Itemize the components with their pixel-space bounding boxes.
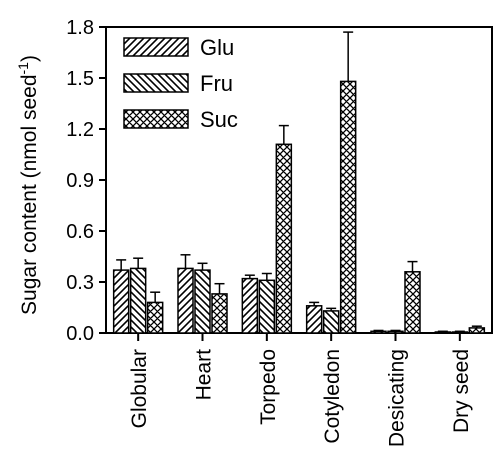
bar-glu	[370, 330, 387, 334]
legend: Glu Fru Suc	[123, 35, 238, 132]
y-tick-label: 1.2	[66, 119, 94, 141]
x-category-label: Dry seed	[450, 349, 473, 433]
x-category-label: Desicating	[386, 349, 409, 447]
bar-glu	[305, 305, 323, 334]
plot-frame	[105, 26, 493, 334]
y-tick-label: 0.9	[66, 170, 94, 192]
y-tick-label: 1.5	[66, 68, 94, 90]
bar-glu	[241, 277, 259, 334]
x-category-label: Heart	[193, 349, 216, 401]
bar-fru	[451, 331, 469, 334]
y-tick-label: 1.8	[66, 17, 94, 39]
bars-group	[112, 80, 486, 334]
legend-label-suc: Suc	[200, 107, 238, 132]
bar-glu	[177, 267, 194, 334]
bar-suc	[275, 143, 293, 334]
bar-glu	[112, 269, 130, 334]
bar-suc	[468, 327, 486, 334]
legend-label-glu: Glu	[200, 35, 234, 60]
legend-swatch-suc	[123, 109, 189, 129]
bar-glu	[434, 331, 452, 334]
bar-fru	[387, 330, 404, 334]
bar-suc	[404, 271, 421, 334]
legend-swatch-glu	[123, 37, 189, 57]
y-tick-label: 0.0	[66, 323, 94, 345]
y-axis-label: Sugar content (nmol seed-1)	[15, 55, 41, 315]
y-tick-label: 0.3	[66, 272, 94, 294]
y-axis-label-sup: -1	[15, 62, 31, 75]
bar-suc	[339, 80, 357, 334]
legend-swatch-fru	[123, 73, 189, 93]
bar-suc	[211, 293, 228, 334]
x-category-label: Globular	[128, 349, 151, 428]
axes-group: 0.0 0.3 0.6 0.9 1.2 1.5 1.8 Globular Heart Torped…	[66, 17, 473, 447]
legend-label-fru: Fru	[200, 71, 233, 96]
bar-suc	[146, 301, 164, 334]
y-axis-label-main: Sugar content (nmol seed	[18, 74, 41, 314]
x-category-label: Torpedo	[257, 349, 280, 425]
x-category-label: Cotyledon	[321, 349, 344, 444]
bar-fru	[129, 267, 147, 334]
bar-fru	[322, 310, 340, 334]
bar-fru	[258, 279, 276, 334]
y-tick-label: 0.6	[66, 221, 94, 243]
plot-area	[105, 26, 493, 334]
y-axis-label-close: )	[18, 55, 41, 62]
bar-fru	[194, 269, 211, 334]
error-bars-group	[116, 31, 482, 333]
